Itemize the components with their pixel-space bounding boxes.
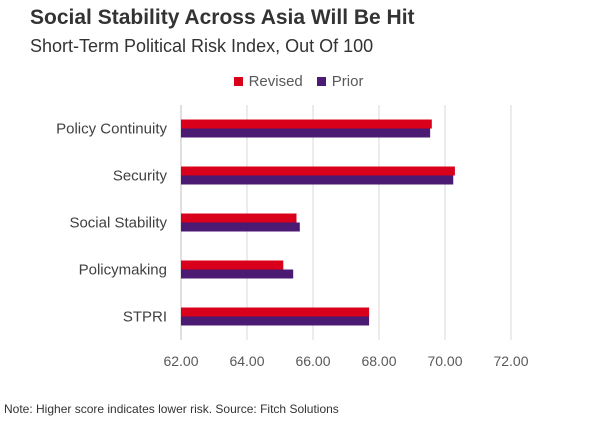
legend-item-prior: Prior [316,73,364,90]
legend-swatch-prior [316,77,326,86]
category-label: Social Stability [69,215,167,232]
x-tick-label: 68.00 [361,353,396,369]
legend-label-prior: Prior [331,73,364,90]
x-tick-label: 72.00 [493,353,528,369]
bar-revised [181,213,297,223]
category-label: Policymaking [79,262,167,279]
x-tick-label: 66.00 [295,353,330,369]
bar-prior [181,316,370,326]
bar-revised [181,119,432,129]
chart-title: Social Stability Across Asia Will Be Hit [30,6,415,29]
legend-item-revised: Revised [233,73,303,90]
x-tick-label: 62.00 [163,353,198,369]
chart-note: Note: Higher score indicates lower risk.… [4,402,339,416]
bar-revised [181,260,284,270]
category-label: STPRI [123,309,167,326]
bar-prior [181,175,454,185]
category-label: Security [113,168,168,185]
legend-swatch-revised [233,77,243,86]
bar-prior [181,222,300,232]
legend-label-revised: Revised [248,73,303,90]
chart-subtitle: Short-Term Political Risk Index, Out Of … [30,36,374,56]
category-label: Policy Continuity [56,121,167,138]
bar-prior [181,269,294,279]
bar-revised [181,166,455,176]
bar-revised [181,307,370,317]
bar-prior [181,128,431,138]
x-tick-label: 64.00 [229,353,264,369]
legend: Revised Prior [0,73,597,90]
x-tick-label: 70.00 [427,353,462,369]
bar-chart: 62.00 64.00 66.00 68.00 70.00 72.00 Policy Con… [56,105,529,369]
